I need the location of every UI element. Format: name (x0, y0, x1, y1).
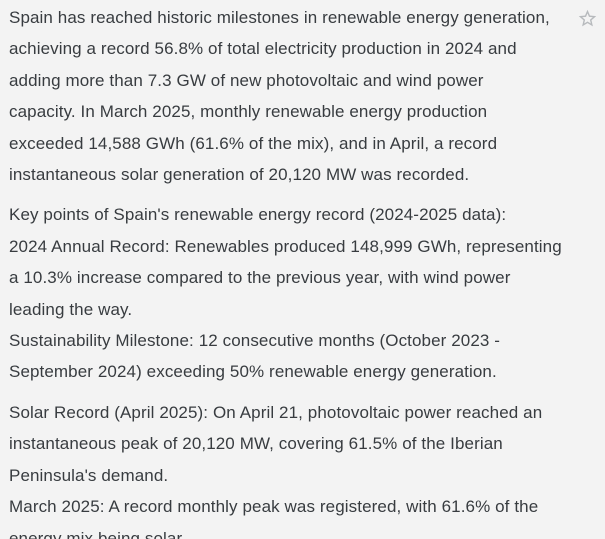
paragraph-key-points: Key points of Spain's renewable energy r… (9, 205, 562, 382)
answer-text-block: Spain has reached historic milestones in… (9, 2, 595, 539)
paragraph-solar-record: Solar Record (April 2025): On April 21, … (9, 402, 543, 539)
paragraph-intro: Spain has reached historic milestones in… (9, 8, 550, 185)
bookmark-star-button[interactable] (574, 5, 600, 31)
star-outline-icon (577, 8, 598, 29)
